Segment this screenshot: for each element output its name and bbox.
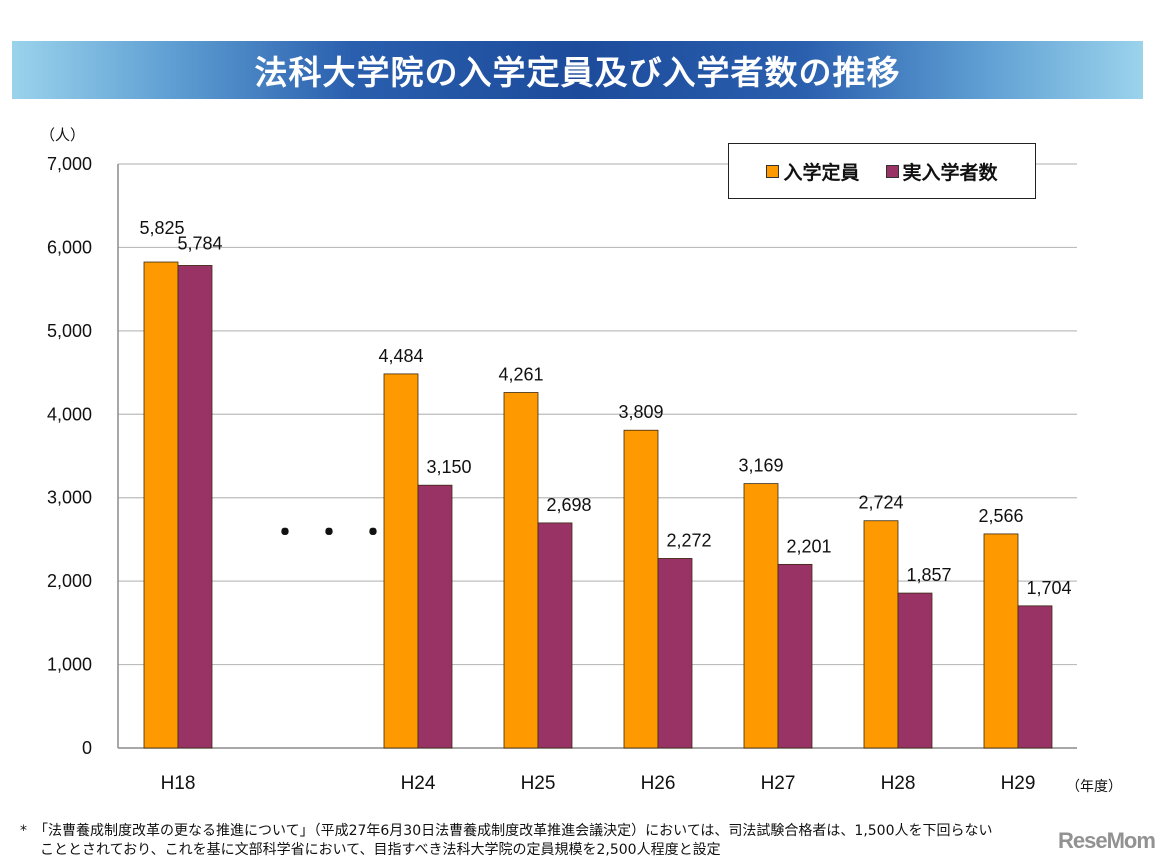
- bar-capacity: [623, 429, 659, 749]
- y-tick-label: 5,000: [47, 321, 92, 341]
- x-tick-label: H28: [881, 773, 916, 794]
- data-label: 1,704: [1026, 578, 1071, 598]
- x-tick-label: H25: [521, 773, 556, 794]
- y-tick-label: 1,000: [47, 655, 92, 675]
- x-tick-label: H26: [641, 773, 676, 794]
- title-banner: 法科大学院の入学定員及び入学者数の推移: [12, 41, 1143, 99]
- x-tick-label: H29: [1001, 773, 1036, 794]
- y-tick-label: 3,000: [47, 488, 92, 508]
- legend: 入学定員 実入学者数: [728, 143, 1036, 199]
- y-tick-label: 7,000: [47, 154, 92, 174]
- bar-capacity: [743, 483, 779, 749]
- data-label: 3,809: [618, 402, 663, 422]
- data-label: 2,724: [858, 493, 903, 513]
- resemom-logo: ReseMom: [1058, 828, 1156, 853]
- omitted-years-ellipsis: ・・・: [270, 516, 402, 551]
- x-tick-label: H24: [401, 773, 436, 794]
- legend-item-capacity: 入学定員: [766, 158, 860, 185]
- bar-enrollment: [177, 265, 213, 749]
- footnote-line-2: こととされており、これを基に文部科学省において、目指すべき法科大学院の定員規模を…: [40, 842, 721, 858]
- footnote-line-1: * 「法曹養成制度改革の更なる推進について」（平成27年6月30日法曹養成制度改…: [20, 823, 993, 839]
- legend-label-capacity: 入学定員: [783, 161, 860, 184]
- footnote: * 「法曹養成制度改革の更なる推進について」（平成27年6月30日法曹養成制度改…: [20, 822, 993, 860]
- y-tick-label: 0: [82, 738, 92, 758]
- y-tick-label: 6,000: [47, 237, 92, 257]
- legend-swatch-capacity: [766, 164, 780, 178]
- data-label: 3,169: [738, 456, 783, 476]
- data-label: 3,150: [426, 457, 471, 477]
- data-label: 1,857: [906, 565, 951, 585]
- data-label: 2,201: [786, 536, 831, 556]
- legend-label-enrollment: 実入学者数: [902, 161, 998, 184]
- bar-enrollment: [1017, 605, 1053, 749]
- x-tick-label: H27: [761, 773, 796, 794]
- x-axis-unit-label: （年度）: [1066, 779, 1122, 795]
- legend-swatch-enrollment: [885, 164, 899, 178]
- data-label: 4,261: [498, 365, 543, 385]
- bar-capacity: [503, 392, 539, 749]
- y-tick-label: 4,000: [47, 404, 92, 424]
- bar-enrollment: [417, 484, 453, 749]
- y-axis-unit-label: （人）: [40, 126, 86, 144]
- bar-capacity: [383, 373, 419, 749]
- data-label: 5,825: [139, 218, 184, 238]
- data-label: 2,272: [666, 530, 711, 550]
- y-tick-label: 2,000: [47, 571, 92, 591]
- bar-capacity: [863, 520, 899, 749]
- data-label: 2,566: [978, 506, 1023, 526]
- bar-enrollment: [657, 558, 693, 749]
- bar-enrollment: [777, 563, 813, 749]
- bar-enrollment: [897, 592, 933, 749]
- bar-enrollment: [537, 522, 573, 749]
- x-tick-label: H18: [161, 773, 196, 794]
- data-label: 4,484: [378, 346, 423, 366]
- bar-capacity: [143, 261, 179, 749]
- data-label: 2,698: [546, 495, 591, 515]
- data-label: 5,784: [177, 233, 222, 253]
- legend-item-enrollment: 実入学者数: [885, 158, 998, 185]
- bar-capacity: [983, 533, 1019, 749]
- chart-title: 法科大学院の入学定員及び入学者数の推移: [254, 53, 901, 92]
